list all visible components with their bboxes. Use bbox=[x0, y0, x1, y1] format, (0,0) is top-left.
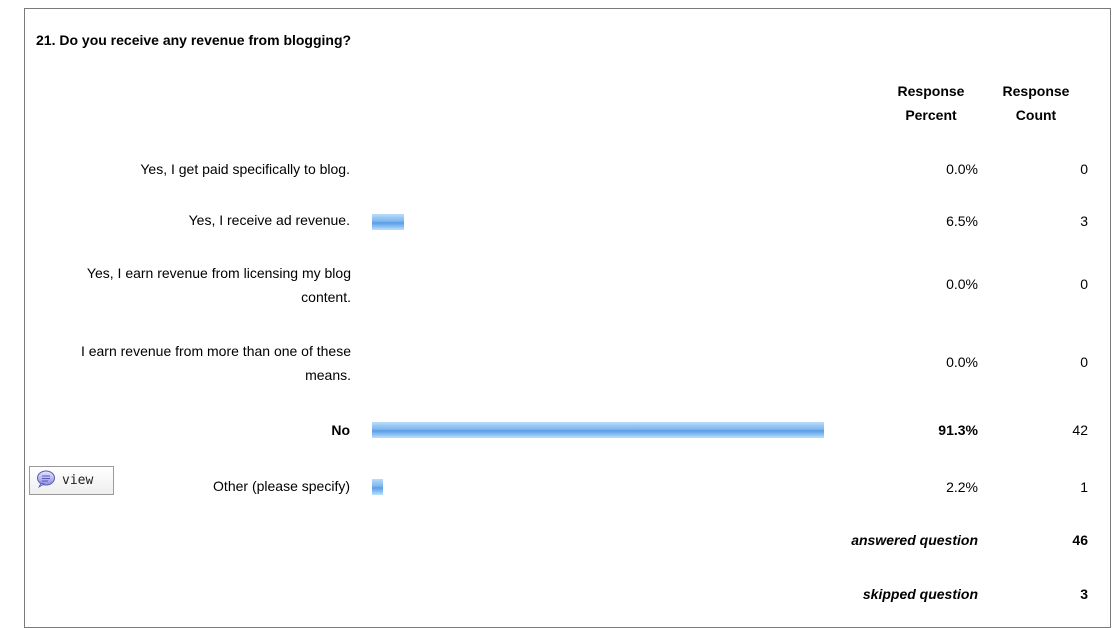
survey-question-panel: 21. Do you receive any revenue from blog… bbox=[24, 8, 1111, 628]
answer-label: I earn revenue from more than one of the… bbox=[25, 339, 351, 387]
answer-label: Yes, I receive ad revenue. bbox=[188, 212, 350, 228]
answer-label-text: I earn revenue from more than one of the… bbox=[80, 343, 351, 383]
response-count: 1 bbox=[1080, 479, 1088, 495]
response-bar bbox=[372, 214, 404, 230]
response-percent: 91.3% bbox=[938, 422, 978, 438]
response-count: 0 bbox=[1080, 161, 1088, 177]
response-count: 3 bbox=[1080, 213, 1088, 229]
skipped-question-value: 3 bbox=[1080, 586, 1088, 602]
answered-question-label: answered question bbox=[851, 532, 978, 548]
header-response-count: Response Count bbox=[986, 79, 1086, 127]
view-button-label: view bbox=[62, 473, 94, 488]
answer-label-text: Yes, I earn revenue from licensing my bl… bbox=[86, 265, 351, 305]
answer-label: No bbox=[331, 422, 350, 438]
response-percent: 0.0% bbox=[946, 354, 978, 370]
response-count: 0 bbox=[1080, 354, 1088, 370]
answer-label: Other (please specify) bbox=[213, 478, 350, 494]
answer-label: Yes, I get paid specifically to blog. bbox=[140, 161, 350, 177]
question-title: 21. Do you receive any revenue from blog… bbox=[36, 32, 352, 48]
header-response-percent: Response Percent bbox=[886, 79, 976, 127]
skipped-question-label: skipped question bbox=[862, 586, 978, 602]
header-count-line2: Count bbox=[1015, 107, 1057, 123]
response-percent: 0.0% bbox=[946, 276, 978, 292]
header-percent-line2: Percent bbox=[905, 107, 957, 123]
answer-label: Yes, I earn revenue from licensing my bl… bbox=[25, 261, 351, 309]
speech-bubble-icon bbox=[36, 470, 56, 491]
response-bar bbox=[372, 422, 824, 438]
answered-question-value: 46 bbox=[1072, 532, 1088, 548]
view-responses-button[interactable]: view bbox=[29, 466, 114, 495]
response-percent: 2.2% bbox=[946, 479, 978, 495]
response-bar bbox=[372, 479, 383, 495]
response-percent: 0.0% bbox=[946, 161, 978, 177]
header-percent-line1: Response bbox=[897, 83, 965, 99]
response-percent: 6.5% bbox=[946, 213, 978, 229]
response-count: 0 bbox=[1080, 276, 1088, 292]
header-count-line1: Response bbox=[1002, 83, 1070, 99]
response-count: 42 bbox=[1072, 422, 1088, 438]
